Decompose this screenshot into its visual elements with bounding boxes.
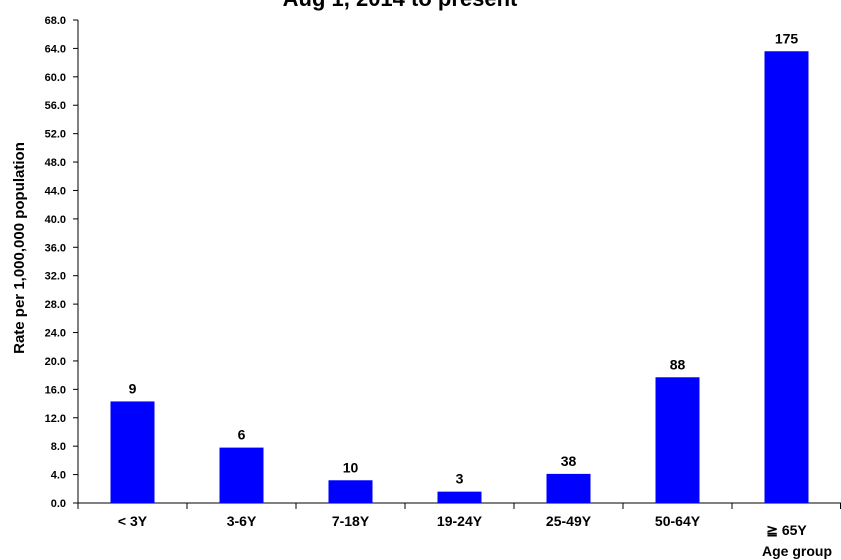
data-label: 38 xyxy=(561,453,577,469)
y-tick-label: 40.0 xyxy=(45,214,66,226)
chart-title: Aug 1, 2014 to present xyxy=(283,0,518,11)
data-label: 10 xyxy=(343,459,359,475)
y-axis: 0.0 4.0 8.0 12.0 16.0 20.0 24.0 28.0 32.0 36.0 40.… xyxy=(45,15,79,510)
x-tick-label: 7-18Y xyxy=(332,513,370,529)
y-tick-label: 68.0 xyxy=(45,15,66,27)
bar xyxy=(546,473,591,503)
x-tick-label: 3-6Y xyxy=(227,513,257,529)
x-tick-label: < 3Y xyxy=(118,513,148,529)
bar xyxy=(110,401,155,503)
y-tick-label: 60.0 xyxy=(45,72,66,84)
data-label: 6 xyxy=(238,427,246,443)
data-label: 175 xyxy=(775,30,799,46)
y-tick-label: 4.0 xyxy=(51,470,66,482)
data-labels: 9 6 10 3 38 88 175 xyxy=(129,30,799,486)
x-axis-label: Age group xyxy=(762,543,832,559)
y-tick-label: 8.0 xyxy=(51,441,66,453)
y-tick-label: 52.0 xyxy=(45,129,66,141)
y-tick-label: 16.0 xyxy=(45,384,66,396)
x-tick-label: 25-49Y xyxy=(546,513,592,529)
bar xyxy=(328,480,373,503)
y-tick-label: 36.0 xyxy=(45,242,66,254)
y-tick-label: 44.0 xyxy=(45,185,66,197)
y-tick-label: 28.0 xyxy=(45,299,66,311)
data-label: 88 xyxy=(670,356,686,372)
x-tick-label: ≧ 65Y xyxy=(766,522,807,538)
y-tick-label: 32.0 xyxy=(45,271,66,283)
y-tick-label: 12.0 xyxy=(45,413,66,425)
x-tick-label: 19-24Y xyxy=(437,513,483,529)
y-tick-label: 0.0 xyxy=(51,498,66,510)
y-tick-label: 56.0 xyxy=(45,100,66,112)
y-axis-label: Rate per 1,000,000 population xyxy=(11,142,28,354)
bar xyxy=(764,51,809,504)
y-tick-label: 20.0 xyxy=(45,356,66,368)
bar xyxy=(219,447,264,503)
y-tick-label: 48.0 xyxy=(45,157,66,169)
bar xyxy=(655,377,700,503)
bar xyxy=(437,491,482,503)
y-tick-label: 64.0 xyxy=(45,43,66,55)
data-label: 3 xyxy=(456,471,464,487)
data-label: 9 xyxy=(129,380,137,396)
bars xyxy=(110,51,809,504)
x-tick-label: 50-64Y xyxy=(655,513,701,529)
y-tick-label: 24.0 xyxy=(45,328,66,340)
x-axis: < 3Y 3-6Y 7-18Y 19-24Y 25-49Y 50-64Y ≧ 65Y xyxy=(77,502,841,538)
